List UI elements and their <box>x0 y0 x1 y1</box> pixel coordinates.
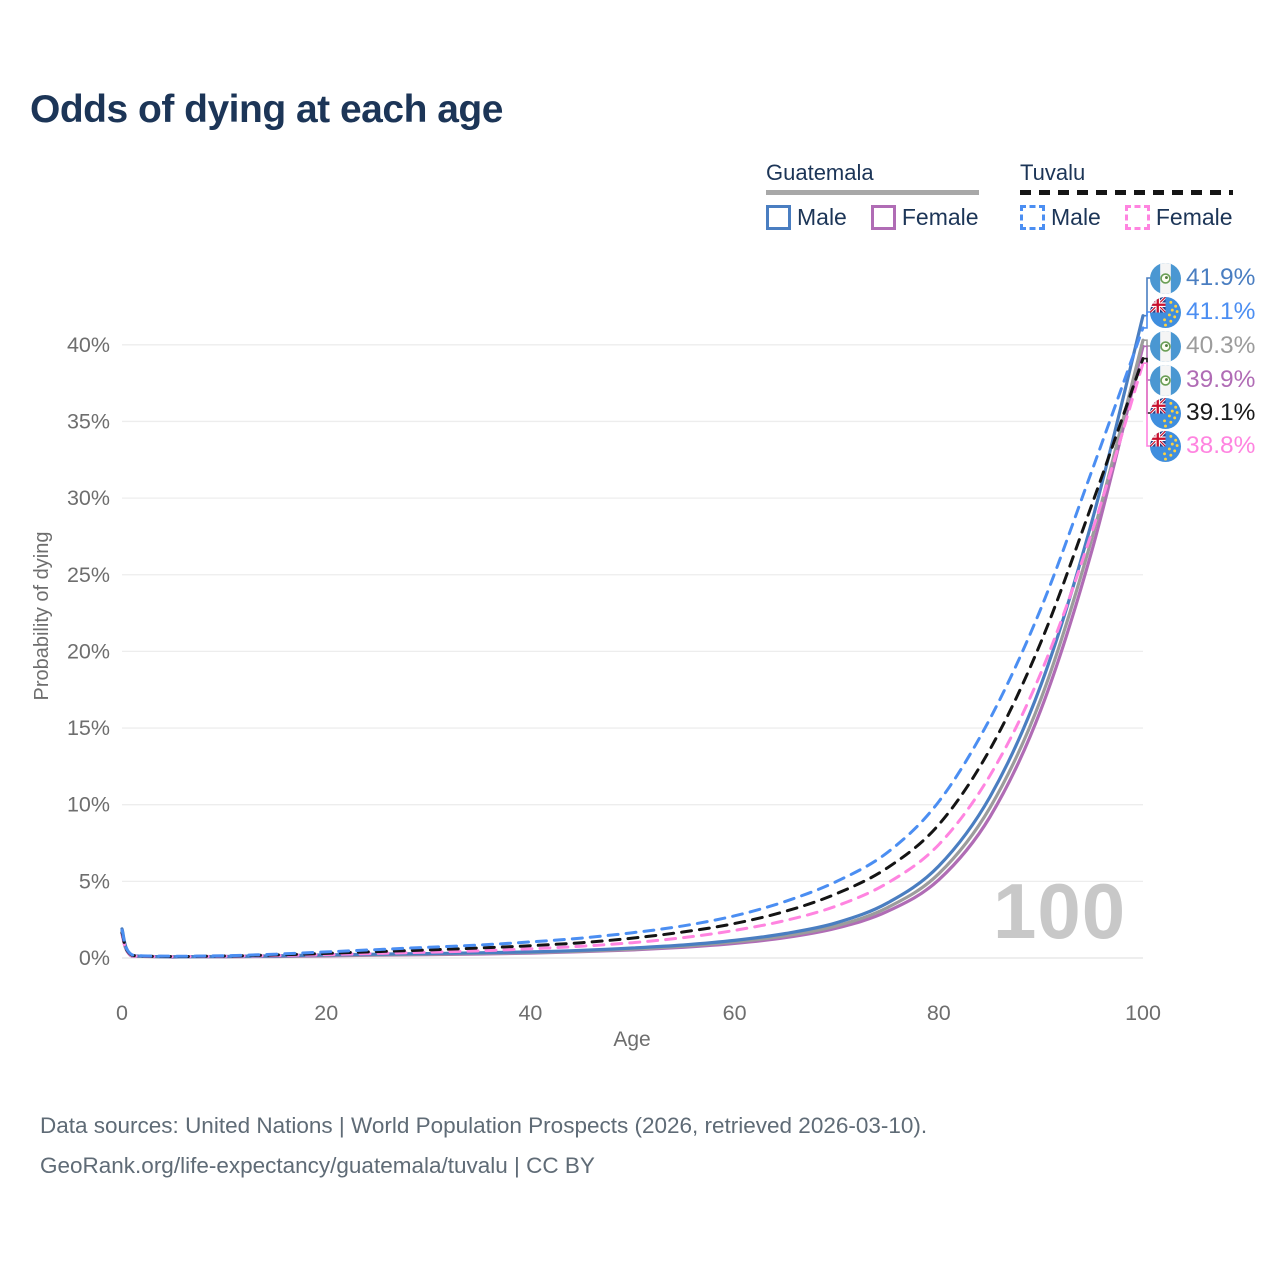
tuvalu-flag-icon <box>1150 296 1181 328</box>
legend-country-tuvalu: Tuvalu <box>1020 160 1086 185</box>
legend-item-guatemala-female[interactable]: Female <box>870 204 979 231</box>
legend-item-tuvalu-male[interactable]: Male <box>1020 204 1101 231</box>
end-label-leader <box>1143 362 1151 447</box>
footer: Data sources: United Nations | World Pop… <box>40 1106 927 1186</box>
end-label-value: 38.8% <box>1186 432 1256 459</box>
end-label-value: 41.1% <box>1186 298 1256 325</box>
x-tick-label: 60 <box>723 1001 747 1025</box>
footer-data-sources: Data sources: United Nations | World Pop… <box>40 1113 928 1138</box>
y-tick-label: 25% <box>67 563 110 587</box>
page-title: Odds of dying at each age <box>30 88 503 131</box>
legend-swatch-tuvalu-female <box>1124 205 1150 230</box>
guatemala-flag <box>1150 262 1181 294</box>
y-tick-label: 0% <box>79 946 110 970</box>
guatemala-flag-icon <box>1150 364 1181 396</box>
age-watermark: 100 <box>993 867 1127 955</box>
tuvalu-flag-icon <box>1150 430 1181 462</box>
end-label-tv_t: 39.1% <box>1150 397 1255 429</box>
legend-label: Male <box>797 204 847 230</box>
legend-country-guatemala: Guatemala <box>766 160 874 185</box>
y-tick-label: 35% <box>67 409 110 433</box>
legend-line-sample-dashed <box>1020 190 1233 195</box>
tuvalu-flag <box>1150 430 1181 462</box>
y-tick-label: 40% <box>67 333 110 357</box>
end-label-gt_t: 40.3% <box>1150 330 1255 362</box>
series-line-gt_m[interactable] <box>120 314 1145 959</box>
y-axis-title: Probability of dying <box>31 531 53 701</box>
guatemala-flag <box>1150 364 1181 396</box>
x-axis-title: Age <box>613 1028 651 1051</box>
series-line-gt_t[interactable] <box>120 338 1145 959</box>
legend-group-guatemala: Guatemala Male Female <box>766 160 979 231</box>
legend-label: Male <box>1051 204 1101 230</box>
legend-label: Female <box>901 204 979 230</box>
x-tick-label: 20 <box>314 1001 338 1025</box>
end-label-leader <box>1143 277 1151 317</box>
legend-swatch-guatemala-female <box>870 205 896 230</box>
x-tick-label: 80 <box>927 1001 951 1025</box>
end-label-leader <box>1143 339 1151 347</box>
end-label-tv_m: 41.1% <box>1150 296 1255 328</box>
end-label-leader <box>1143 311 1151 329</box>
legend-swatch-tuvalu-male <box>1020 205 1045 230</box>
y-tick-label: 5% <box>79 869 110 893</box>
end-label-value: 41.9% <box>1186 264 1256 291</box>
end-label-gt_m: 41.9% <box>1150 262 1255 294</box>
guatemala-flag-icon <box>1150 262 1181 294</box>
x-tick-label: 100 <box>1125 1001 1161 1025</box>
tuvalu-flag-icon <box>1150 397 1181 429</box>
y-tick-label: 10% <box>67 793 110 817</box>
end-label-tv_f: 38.8% <box>1150 430 1255 462</box>
end-label-value: 40.3% <box>1186 332 1256 359</box>
x-tick-label: 40 <box>518 1001 542 1025</box>
footer-attribution: GeoRank.org/life-expectancy/guatemala/tu… <box>40 1153 595 1178</box>
legend-swatch-guatemala-male <box>766 205 791 230</box>
end-label-value: 39.9% <box>1186 366 1256 393</box>
y-tick-label: 15% <box>67 716 110 740</box>
guatemala-flag-icon <box>1150 330 1181 362</box>
x-tick-label: 0 <box>116 1001 128 1025</box>
end-label-value: 39.1% <box>1186 399 1256 426</box>
legend-line-sample-solid <box>766 190 979 195</box>
y-tick-label: 20% <box>67 639 110 663</box>
series-line-tv_f[interactable] <box>120 361 1145 959</box>
tuvalu-flag <box>1150 296 1181 328</box>
legend-item-guatemala-male[interactable]: Male <box>766 204 847 231</box>
legend-item-tuvalu-female[interactable]: Female <box>1124 204 1233 231</box>
series-line-tv_m[interactable] <box>120 326 1145 958</box>
end-label-gt_f: 39.9% <box>1150 364 1255 396</box>
legend-group-tuvalu: Tuvalu Male Female <box>1020 160 1233 231</box>
guatemala-flag <box>1150 330 1181 362</box>
series-line-tv_t[interactable] <box>120 357 1145 959</box>
legend-label: Female <box>1155 204 1233 230</box>
tuvalu-flag <box>1150 397 1181 429</box>
y-tick-label: 30% <box>67 486 110 510</box>
